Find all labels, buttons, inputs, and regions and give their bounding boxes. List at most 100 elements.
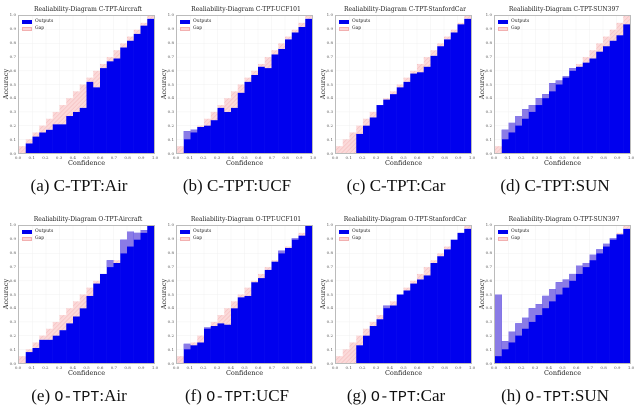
x-tick-label: 0.7	[586, 365, 594, 370]
y-tick-label: 1.0	[167, 222, 174, 227]
y-tick-label: 0.9	[485, 235, 492, 241]
y-tick-label: 0.7	[326, 263, 333, 269]
y-tick-label: 0.3	[9, 319, 16, 325]
y-tick-label: 0.7	[167, 53, 174, 59]
x-tick-label: 0.8	[600, 155, 607, 160]
y-tick-label: 0.5	[167, 81, 174, 87]
y-tick-label: 0.8	[485, 249, 492, 255]
legend-item-gap: Gap	[339, 235, 370, 242]
x-tick-label: 0.3	[213, 365, 221, 370]
x-tick-label: 0.9	[138, 365, 145, 370]
caption-dataset: :Air	[99, 386, 127, 405]
y-tick-label: 0.3	[9, 109, 16, 115]
x-tick-label: 0.5	[241, 365, 248, 370]
legend-item-gap: Gap	[498, 25, 529, 32]
x-tick-label: 1.0	[468, 155, 476, 160]
x-tick-label: 0.6	[573, 155, 580, 160]
y-tick-label: 0.2	[167, 123, 174, 129]
y-tick-label: 1.0	[9, 222, 16, 227]
y-tick-label: 0.2	[167, 333, 174, 339]
caption-dataset: :Car	[415, 386, 446, 405]
reliability-bars	[19, 226, 154, 363]
x-tick-label: 0.7	[427, 365, 435, 370]
y-tick-label: 0.4	[9, 95, 16, 101]
plot-title: Realiability-Diagram O-TPT-UCF101	[190, 216, 302, 223]
y-tick-label: 0.3	[167, 109, 174, 115]
x-tick-label: 0.1	[345, 155, 352, 160]
y-tick-label: 0.0	[326, 361, 333, 366]
x-axis-label: Confidence	[384, 369, 423, 377]
x-tick-label: 0.4	[227, 365, 234, 370]
x-tick-label: 0.2	[518, 365, 525, 370]
subfigure-caption: (c) C-TPT:Car	[317, 176, 475, 196]
y-tick-label: 0.1	[167, 347, 174, 353]
caption-method: O-TPT	[525, 389, 571, 406]
x-tick-label: 0.4	[69, 365, 76, 370]
y-tick-label: 0.1	[9, 347, 16, 353]
x-tick-label: 0.9	[296, 155, 303, 160]
y-tick-label: 0.3	[485, 319, 492, 325]
x-tick-label: 0.4	[545, 365, 552, 370]
x-tick-label: 0.4	[69, 155, 76, 160]
plot-area	[335, 15, 472, 154]
y-tick-label: 0.3	[326, 109, 333, 115]
legend-label-outputs: Outputs	[193, 19, 212, 24]
x-tick-label: 1.0	[309, 365, 317, 370]
plot-title: Realiability-Diagram C-TPT-UCF101	[191, 6, 301, 13]
x-tick-label: 0.4	[386, 155, 393, 160]
legend: Outputs Gap	[339, 228, 370, 242]
reliability-panel-b: Realiability-Diagram C-TPT-UCF101 Accura…	[158, 0, 316, 200]
y-tick-label: 0.8	[9, 39, 16, 45]
x-tick-label: 0.3	[213, 155, 221, 160]
caption-dataset: :UCF	[251, 386, 290, 405]
caption-dataset: :Air	[100, 176, 128, 195]
plot-area	[18, 15, 155, 154]
x-tick-label: 0.2	[200, 155, 207, 160]
caption-method: C-TPT	[524, 176, 571, 195]
plot-title: Realiability-Diagram O-TPT-SUN397	[508, 216, 620, 223]
x-tick-label: 0.5	[83, 155, 90, 160]
plot-title: Realiability-Diagram C-TPT-StanfordCar	[344, 6, 466, 13]
gap-swatch-icon	[22, 26, 32, 31]
caption-label: (c)	[346, 176, 370, 195]
outputs-swatch-icon	[22, 229, 32, 234]
x-tick-label: 0.3	[531, 155, 539, 160]
subfigure-caption: (b) C-TPT:UCF	[158, 176, 316, 196]
y-tick-label: 0.2	[485, 333, 492, 339]
plot-area	[494, 15, 631, 154]
x-tick-label: 0.0	[172, 365, 180, 370]
plot-title: Realiability-Diagram C-TPT-Aircraft	[34, 6, 142, 13]
y-tick-label: 0.9	[167, 25, 174, 31]
x-tick-label: 0.5	[559, 155, 566, 160]
y-tick-label: 0.1	[326, 137, 333, 143]
y-tick-label: 0.6	[485, 67, 492, 73]
reliability-panel-e: Realiability-Diagram O-TPT-Aircraft Accu…	[0, 210, 158, 410]
subfigure-caption: (d) C-TPT:SUN	[476, 176, 634, 196]
legend-item-outputs: Outputs	[22, 228, 53, 235]
y-tick-label: 0.0	[167, 151, 174, 156]
x-tick-label: 0.6	[573, 365, 580, 370]
legend: Outputs Gap	[22, 228, 53, 242]
legend-label-gap: Gap	[193, 26, 203, 31]
x-tick-label: 0.2	[42, 155, 49, 160]
caption-method: O-TPT	[206, 389, 252, 406]
x-tick-label: 0.2	[359, 155, 366, 160]
x-axis-label: Confidence	[543, 369, 582, 377]
gap-swatch-icon	[498, 26, 508, 31]
y-tick-label: 0.9	[485, 25, 492, 31]
legend-label-gap: Gap	[193, 236, 203, 241]
x-tick-label: 1.0	[309, 155, 317, 160]
x-tick-label: 0.1	[504, 155, 511, 160]
y-tick-label: 0.2	[9, 333, 16, 339]
x-tick-label: 1.0	[151, 155, 159, 160]
legend: Outputs Gap	[339, 18, 370, 32]
plot-area	[335, 225, 472, 364]
outputs-swatch-icon	[339, 229, 349, 234]
x-tick-label: 0.0	[14, 155, 22, 160]
x-tick-label: 0.8	[282, 365, 289, 370]
y-tick-label: 0.8	[167, 249, 174, 255]
y-tick-label: 0.6	[326, 277, 333, 283]
y-tick-label: 1.0	[485, 222, 492, 227]
y-tick-label: 0.6	[9, 67, 16, 73]
plot-area	[494, 225, 631, 364]
